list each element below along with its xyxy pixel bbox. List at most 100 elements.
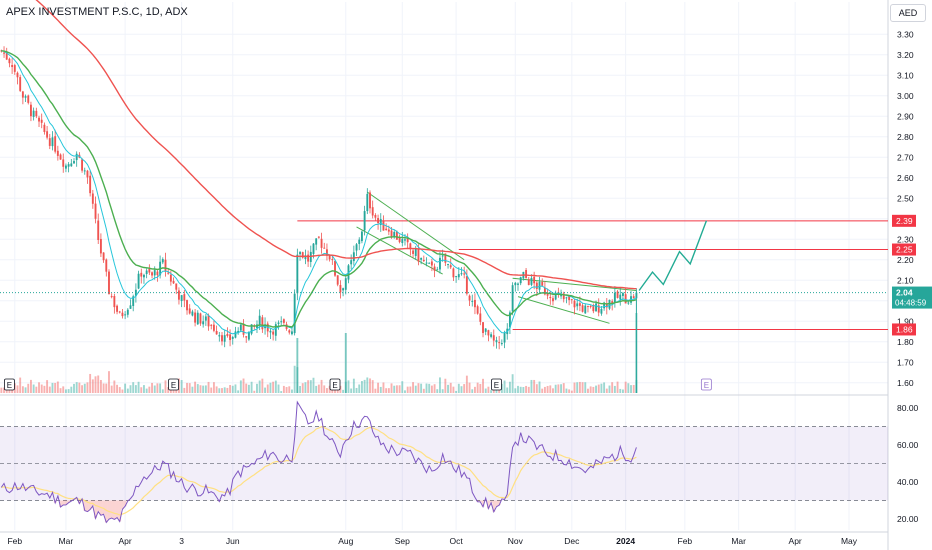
candle bbox=[377, 214, 380, 230]
candle-body bbox=[457, 274, 460, 278]
volume-bar bbox=[490, 390, 493, 393]
rsi-oversold-bar bbox=[78, 500, 81, 504]
grid bbox=[0, 2, 888, 530]
candle bbox=[576, 298, 579, 311]
candle-body bbox=[229, 334, 232, 341]
candle bbox=[245, 336, 248, 343]
candle bbox=[352, 245, 355, 266]
candle bbox=[118, 310, 121, 314]
price-tick-label: 3.20 bbox=[897, 50, 914, 60]
candle-body bbox=[70, 163, 73, 167]
rsi-ma-line bbox=[1, 426, 637, 516]
candle-body bbox=[116, 305, 118, 312]
volume-bar bbox=[280, 391, 283, 393]
candle-body bbox=[30, 104, 32, 117]
earnings-marker: E bbox=[4, 378, 15, 391]
volume-bar bbox=[253, 390, 256, 393]
candle bbox=[498, 336, 501, 350]
volume-bar bbox=[506, 387, 509, 393]
last-price-badge bbox=[892, 286, 932, 309]
candle bbox=[180, 295, 183, 308]
volume-bar bbox=[73, 383, 75, 393]
candle bbox=[374, 213, 377, 221]
volume-bar bbox=[124, 383, 127, 393]
currency-badge[interactable]: AED bbox=[890, 4, 926, 22]
candle bbox=[360, 230, 363, 244]
volume-bar bbox=[116, 384, 118, 393]
volume-bar bbox=[315, 385, 318, 393]
candle-body bbox=[21, 91, 24, 98]
candle bbox=[231, 335, 234, 345]
candle-body bbox=[533, 276, 536, 284]
volume-bar bbox=[398, 385, 401, 393]
candle bbox=[517, 282, 519, 291]
candle-body bbox=[32, 110, 35, 117]
volume-bar bbox=[487, 386, 490, 393]
candle-body bbox=[530, 277, 533, 285]
volume-bar bbox=[221, 388, 223, 393]
earnings-icon bbox=[329, 378, 341, 391]
candle-body bbox=[274, 324, 277, 336]
candle-body bbox=[247, 331, 250, 340]
candle-body bbox=[145, 270, 148, 275]
volume-bar bbox=[113, 380, 116, 393]
candle-body bbox=[592, 304, 595, 312]
last-price-text: 2.04 bbox=[896, 288, 913, 298]
candle-body bbox=[237, 330, 240, 334]
candle-body bbox=[24, 96, 27, 98]
candle bbox=[468, 294, 471, 307]
earnings-label: E bbox=[704, 381, 709, 390]
candle-body bbox=[169, 274, 172, 282]
volume-bar bbox=[250, 381, 253, 393]
volume-bar bbox=[422, 388, 425, 393]
volume-bar bbox=[525, 385, 528, 393]
candle-body bbox=[231, 337, 234, 339]
candle-body bbox=[369, 192, 371, 209]
candle bbox=[455, 275, 458, 283]
volume-bar bbox=[132, 382, 135, 393]
rsi-oversold-bar bbox=[123, 500, 127, 507]
volume-bar bbox=[533, 379, 536, 393]
time-tick-label: Aug bbox=[338, 536, 353, 546]
candle bbox=[460, 267, 463, 276]
candle-body bbox=[102, 252, 105, 261]
candle-body bbox=[444, 253, 447, 263]
volume-bar bbox=[414, 385, 417, 393]
candle bbox=[32, 107, 35, 121]
volume-bar bbox=[210, 387, 213, 393]
price-axis: 3.303.203.103.002.902.802.702.602.502.40… bbox=[892, 29, 932, 388]
volume-bar bbox=[476, 382, 479, 393]
candle-body bbox=[398, 237, 401, 243]
candle-body bbox=[627, 302, 630, 304]
candle bbox=[307, 250, 310, 267]
volume-bar bbox=[428, 383, 431, 393]
candle-body bbox=[43, 124, 46, 133]
volume-bar bbox=[293, 365, 296, 393]
candle-body bbox=[196, 312, 199, 325]
candle-body bbox=[404, 239, 406, 241]
candle-body bbox=[535, 282, 538, 289]
volume-bar bbox=[320, 379, 323, 393]
candle-body bbox=[339, 285, 342, 293]
volume-bar bbox=[196, 384, 199, 393]
volume-bar bbox=[301, 383, 304, 393]
candle-body bbox=[573, 300, 576, 308]
volume-bar bbox=[363, 379, 366, 393]
candle-body bbox=[62, 159, 65, 167]
candle-body bbox=[291, 331, 293, 335]
candle bbox=[379, 213, 382, 232]
candle-body bbox=[280, 321, 283, 323]
candle bbox=[511, 282, 514, 316]
candle bbox=[369, 190, 371, 214]
earnings-marker: E bbox=[329, 378, 341, 391]
candle bbox=[562, 291, 565, 303]
moving-averages bbox=[1, 0, 637, 335]
rsi-tick-label: 60.00 bbox=[897, 440, 919, 450]
volume-bar bbox=[164, 380, 167, 393]
candle bbox=[91, 189, 94, 209]
volume-bar bbox=[223, 387, 226, 393]
candle bbox=[218, 331, 221, 342]
candle-body bbox=[331, 259, 334, 261]
volume-bar bbox=[479, 383, 482, 393]
